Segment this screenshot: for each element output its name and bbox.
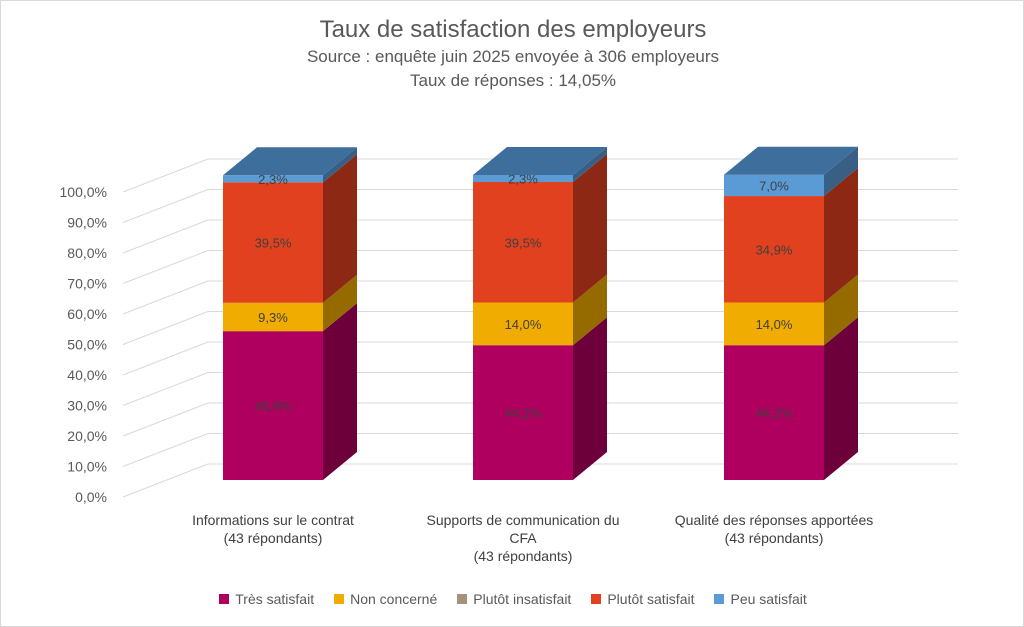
y-tick-label: 30,0% (67, 398, 107, 414)
title-block: Taux de satisfaction des employeurs Sour… (1, 15, 1023, 93)
bar-segment (724, 302, 824, 346)
data-label: 34,9% (756, 242, 793, 257)
y-tick-label: 20,0% (67, 428, 107, 444)
data-label: 39,5% (505, 235, 542, 250)
bar-segment (473, 182, 573, 303)
gridline-diagonal (122, 219, 209, 254)
data-label: 14,0% (756, 317, 793, 332)
category-label: (43 répondants) (474, 548, 573, 564)
bar-segment (724, 196, 824, 303)
bar-segment (223, 175, 323, 183)
legend-swatch (334, 594, 345, 604)
data-label: 48,8% (255, 399, 292, 414)
y-tick-label: 90,0% (67, 215, 107, 231)
bar-segment (223, 182, 323, 303)
bar-segment (473, 302, 573, 346)
legend-label: Très satisfait (235, 591, 315, 607)
y-tick-label: 100,0% (60, 184, 107, 200)
legend-label: Peu satisfait (730, 591, 807, 607)
data-label: 2,3% (508, 172, 538, 187)
legend-item: Très satisfait (219, 591, 314, 607)
y-tick-label: 10,0% (67, 459, 107, 475)
bar-segment (223, 331, 323, 480)
y-tick-label: 80,0% (67, 245, 107, 261)
bar-side-face (824, 274, 858, 346)
bar-segment (724, 174, 824, 197)
data-label: 14,0% (505, 317, 542, 332)
gridline-diagonal (122, 433, 209, 467)
chart-title: Taux de satisfaction des employeurs (319, 16, 707, 43)
y-tick-label: 70,0% (67, 276, 107, 292)
chart-legend: Très satisfait Non concerné Plutôt insatis… (1, 591, 1023, 607)
bar-side-face (573, 317, 607, 480)
bar-segment (223, 302, 323, 332)
category-label: CFA (509, 530, 537, 546)
gridline-diagonal (122, 341, 209, 376)
legend-label: Non concerné (350, 591, 438, 607)
data-label: 44,2% (505, 406, 542, 421)
y-tick-label: 50,0% (67, 337, 107, 353)
category-label: Supports de communication du (427, 512, 620, 528)
bar-segment (473, 345, 573, 480)
bar-side-face (824, 146, 858, 197)
gridline-diagonal (122, 280, 209, 315)
chart-subtitle-response-rate: Taux de réponses : 14,05% (409, 71, 617, 90)
y-tick-label: 0,0% (75, 489, 107, 505)
bar-top-face (724, 146, 858, 175)
bar-side-face (323, 147, 357, 183)
legend-item: Plutôt satisfait (591, 591, 694, 607)
category-label: (43 répondants) (224, 530, 323, 546)
category-label: Qualité des réponses apportées (675, 512, 873, 528)
chart-subtitle-source: Source : enquête juin 2025 envoyée à 306… (306, 47, 720, 66)
data-label: 44,2% (756, 406, 793, 421)
legend-swatch (457, 594, 468, 604)
legend-item: Peu satisfait (714, 591, 807, 607)
y-tick-label: 60,0% (67, 306, 107, 322)
legend-item: Plutôt insatisfait (457, 591, 571, 607)
bar-segment (724, 345, 824, 480)
bar-side-face (323, 274, 357, 332)
legend-swatch (219, 594, 230, 604)
category-label: (43 répondants) (725, 530, 824, 546)
legend-label: Plutôt satisfait (607, 591, 695, 607)
gridline-diagonal (122, 250, 209, 284)
bar-side-face (573, 147, 607, 183)
legend-swatch (591, 594, 602, 604)
data-label: 9,3% (258, 310, 288, 325)
data-label: 7,0% (759, 178, 789, 193)
bar-side-face (824, 168, 858, 303)
category-label: Informations sur le contrat (192, 512, 354, 528)
legend-label: Plutôt insatisfait (473, 591, 572, 607)
bar-side-face (824, 317, 858, 480)
y-tick-label: 40,0% (67, 367, 107, 383)
bar-top-face (473, 147, 607, 175)
bar-top-face (223, 147, 357, 176)
bar-side-face (323, 154, 357, 303)
data-label: 2,3% (258, 172, 288, 187)
gridline-diagonal (122, 311, 209, 345)
data-label: 39,5% (255, 236, 292, 251)
bar-side-face (573, 274, 607, 346)
gridline-diagonal (122, 372, 209, 406)
gridline-diagonal (122, 402, 209, 437)
gridline-diagonal (122, 463, 209, 498)
gridline-diagonal (122, 189, 209, 223)
bar-side-face (323, 303, 357, 480)
gridline-diagonal (122, 158, 209, 193)
legend-swatch (714, 594, 725, 604)
legend-item: Non concerné (334, 591, 437, 607)
bar-side-face (573, 154, 607, 303)
bar-segment (473, 175, 573, 183)
